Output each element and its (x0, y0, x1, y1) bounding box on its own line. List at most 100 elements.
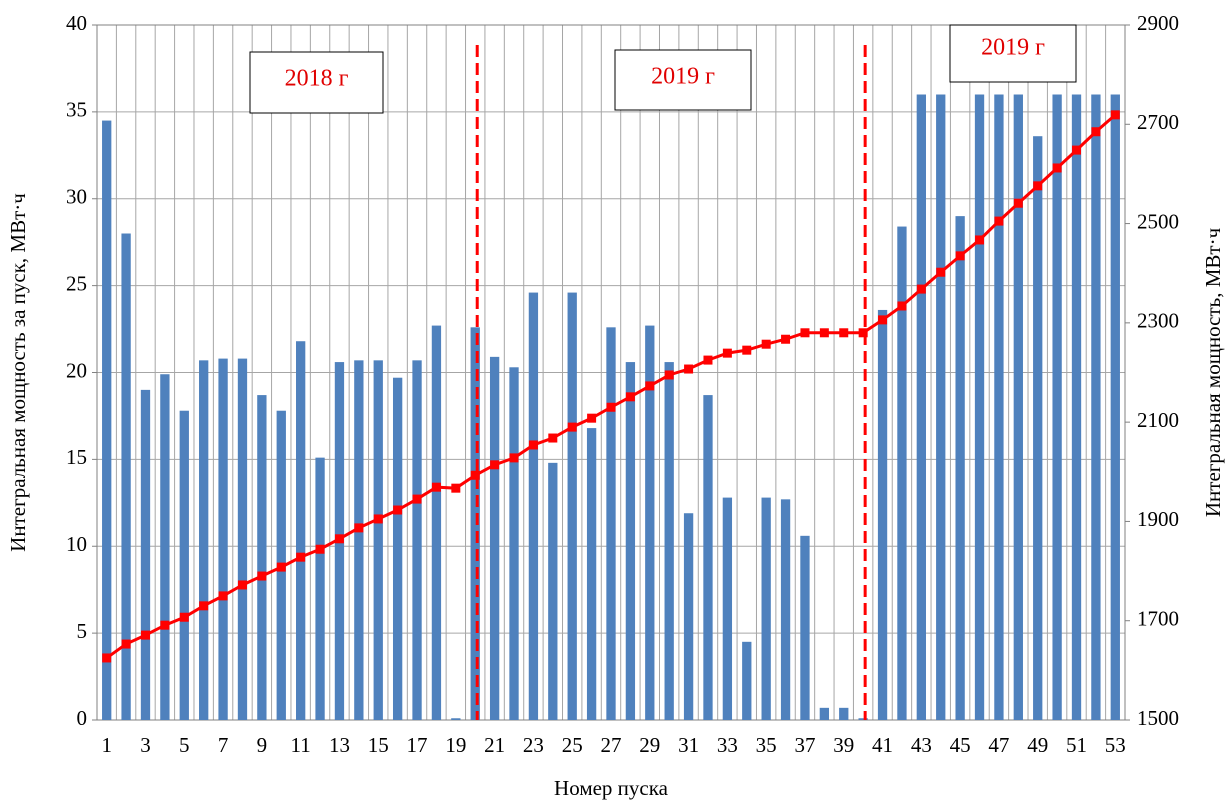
x-tick-label: 13 (329, 733, 350, 757)
line-marker (800, 328, 810, 338)
bar (1052, 94, 1062, 720)
bar (625, 362, 636, 720)
line-marker (606, 402, 616, 412)
line-marker (742, 345, 752, 355)
y2-tick-label: 1700 (1137, 607, 1179, 631)
bar (179, 410, 189, 720)
line-marker (878, 315, 888, 325)
line-marker (470, 470, 480, 480)
bar (140, 389, 151, 720)
bar (257, 395, 267, 720)
bar (548, 462, 558, 720)
line-marker (548, 433, 558, 443)
bar (839, 707, 849, 720)
line-marker (102, 653, 112, 663)
x-tick-label: 51 (1066, 733, 1087, 757)
bar (936, 94, 946, 720)
y-axis-label: Интегральная мощность за пуск, МВт·ч (6, 193, 30, 552)
line-marker (955, 251, 965, 261)
annotation-box (249, 51, 384, 114)
bar (509, 367, 519, 720)
line-marker (839, 328, 849, 338)
annotation: 2018 г (285, 66, 349, 92)
line-marker (296, 552, 306, 562)
line-marker (393, 505, 403, 515)
line-marker (1033, 181, 1043, 191)
line-marker (160, 620, 170, 630)
x-tick-label: 31 (678, 733, 699, 757)
bar (819, 707, 830, 720)
line-marker (1072, 145, 1082, 155)
y2-tick-label: 1500 (1137, 706, 1179, 730)
annotation-box (614, 49, 752, 111)
bar (664, 362, 674, 720)
bar (780, 499, 791, 720)
y2-tick-label: 2100 (1137, 408, 1179, 432)
x-tick-label: 53 (1105, 733, 1126, 757)
x-tick-label: 3 (140, 733, 151, 757)
y2-tick-label: 1900 (1137, 507, 1179, 531)
line-marker (1013, 198, 1023, 208)
line-marker (936, 267, 946, 277)
y-tick-label: 10 (66, 532, 87, 556)
line-marker (897, 301, 907, 311)
y-tick-label: 25 (66, 271, 87, 295)
x-tick-label: 7 (218, 733, 229, 757)
bar (761, 497, 771, 720)
line-marker (1110, 110, 1120, 120)
bar (916, 94, 926, 720)
line-marker (625, 392, 635, 402)
bar (392, 377, 403, 720)
line-marker (819, 328, 829, 338)
x-tick-label: 19 (445, 733, 466, 757)
bar (218, 358, 228, 720)
y-tick-label: 5 (77, 619, 88, 643)
x-tick-label: 9 (257, 733, 268, 757)
bar (683, 513, 694, 720)
bar (1091, 94, 1101, 720)
line-marker (179, 612, 189, 622)
x-tick-label: 39 (833, 733, 854, 757)
x-tick-label: 33 (717, 733, 738, 757)
bar (412, 360, 422, 720)
x-tick-label: 29 (639, 733, 660, 757)
x-tick-label: 47 (988, 733, 1009, 757)
bar (237, 358, 248, 720)
line-marker (761, 339, 771, 349)
bar (645, 325, 655, 720)
line-marker (684, 364, 694, 374)
x-tick-label: 5 (179, 733, 190, 757)
line-marker (315, 544, 325, 554)
x-tick-label: 17 (407, 733, 428, 757)
line-marker (703, 355, 713, 365)
x-tick-label: 15 (368, 733, 389, 757)
bar (470, 327, 480, 720)
y2-tick-label: 2900 (1137, 11, 1179, 35)
y-tick-label: 15 (66, 445, 87, 469)
bar (722, 497, 733, 720)
line-marker (567, 422, 577, 432)
line-marker (781, 334, 791, 344)
line-marker (451, 483, 461, 493)
line-marker (587, 413, 597, 423)
line-marker (257, 571, 267, 581)
y2-tick-label: 2300 (1137, 309, 1179, 333)
bar (567, 292, 577, 720)
x-tick-label: 41 (872, 733, 893, 757)
line-marker (664, 370, 674, 380)
line-marker (528, 440, 538, 450)
bar (1110, 94, 1120, 720)
line-marker (645, 381, 655, 391)
x-tick-label: 45 (950, 733, 971, 757)
bar (955, 216, 965, 720)
line-marker (916, 284, 926, 294)
bar (451, 718, 461, 720)
y2-axis-label: Интегральная мощность, МВт·ч (1201, 227, 1225, 517)
line-marker (994, 216, 1004, 226)
x-tick-label: 49 (1027, 733, 1048, 757)
line-marker (373, 514, 383, 524)
line-marker (334, 534, 344, 544)
bar (606, 327, 616, 720)
